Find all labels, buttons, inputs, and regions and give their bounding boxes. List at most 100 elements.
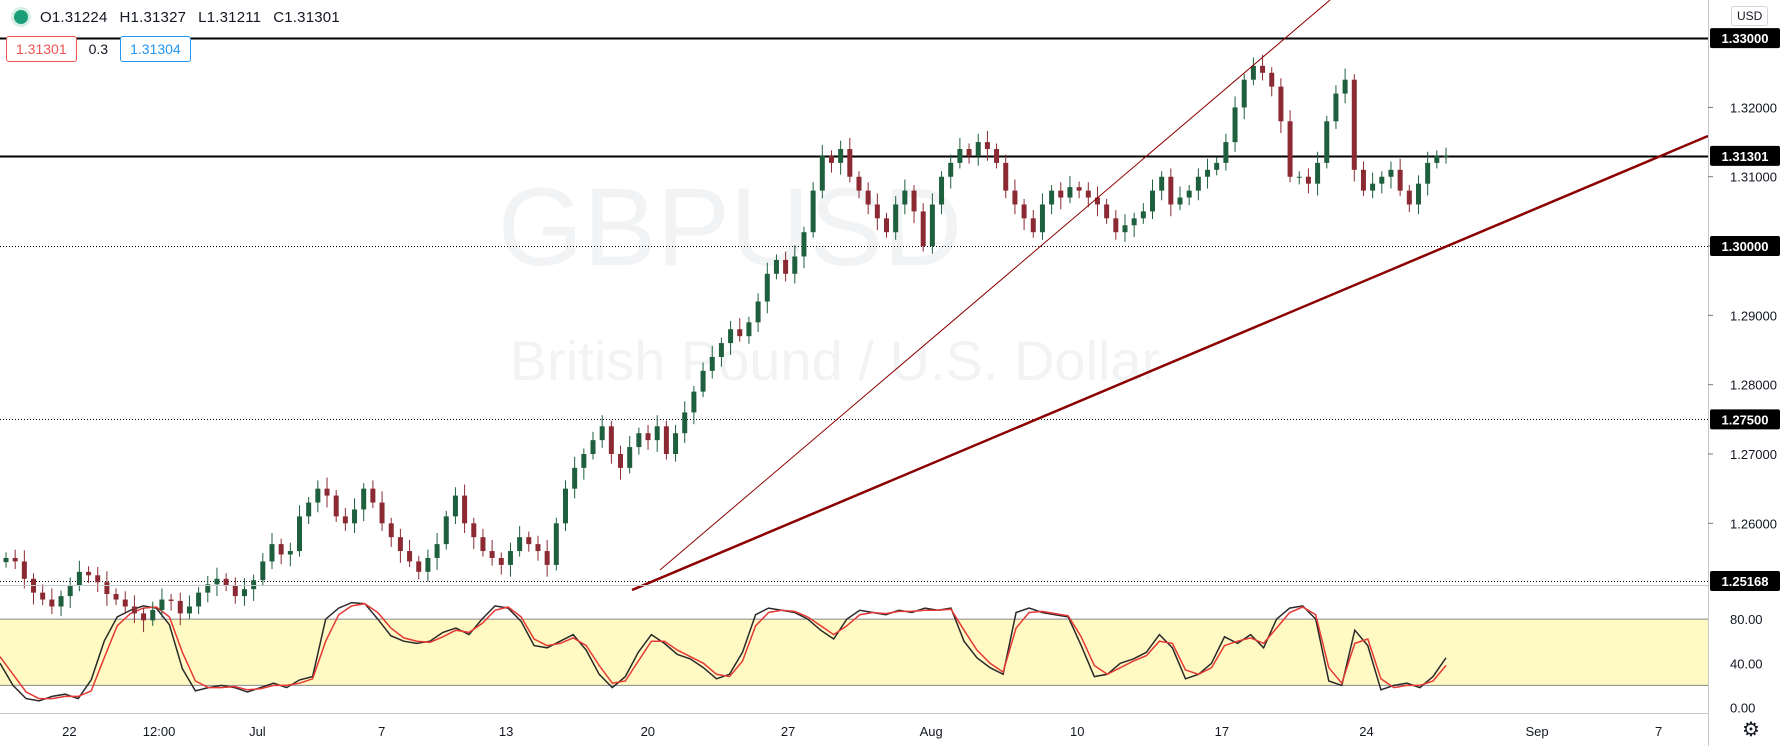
candle	[783, 259, 789, 274]
price-label: 1.31301	[1722, 149, 1769, 164]
candle	[297, 516, 303, 552]
candle	[260, 561, 266, 581]
oscillator-axis: 80.00 40.00 0.00	[1730, 612, 1763, 715]
candle	[1241, 79, 1247, 108]
candle	[856, 176, 862, 191]
candle	[819, 155, 825, 191]
candle	[379, 502, 385, 524]
candle	[388, 523, 394, 538]
candle	[627, 447, 633, 468]
candle	[1370, 183, 1376, 191]
candle	[755, 301, 761, 323]
candle	[654, 426, 660, 441]
candle	[1058, 190, 1064, 198]
green-dot-icon	[14, 10, 28, 24]
candle	[1315, 162, 1321, 184]
trend-line-steep[interactable]	[659, 0, 1331, 571]
candle	[1296, 176, 1302, 178]
candle	[1122, 225, 1128, 233]
candle	[287, 551, 293, 555]
time-tick-label: 24	[1359, 724, 1373, 739]
candle	[1159, 176, 1165, 191]
candle	[95, 575, 101, 583]
open-value: O1.31224	[40, 8, 108, 26]
candle	[948, 162, 954, 177]
candle	[737, 329, 743, 337]
candle	[1415, 183, 1421, 205]
candle	[1278, 86, 1284, 122]
buy-price-button[interactable]: 1.31304	[120, 36, 191, 62]
candle	[636, 433, 642, 448]
price-tick-label: 1.26000	[1730, 516, 1777, 531]
price-label-box	[1710, 570, 1780, 591]
candle	[186, 606, 192, 614]
time-axis[interactable]: 22 12:00 Jul 7 13 20 27 Aug 10 17 24 Sep 7	[62, 724, 1662, 739]
candle	[1131, 218, 1137, 226]
candle	[957, 149, 963, 163]
candle	[76, 571, 82, 586]
candle	[507, 551, 513, 565]
price-label-box	[1710, 236, 1780, 257]
candle	[810, 190, 816, 233]
time-tick-label: 7	[1655, 724, 1662, 739]
candle	[1333, 93, 1339, 122]
candle	[792, 256, 798, 274]
candle	[232, 585, 238, 597]
candle	[1067, 187, 1073, 198]
candle	[1195, 176, 1201, 191]
candle	[801, 232, 807, 257]
candle	[489, 551, 495, 558]
candle	[214, 578, 220, 585]
time-tick-label: Jul	[249, 724, 266, 739]
trend-lines[interactable]	[631, 0, 1709, 592]
currency-tag[interactable]: USD	[1731, 6, 1769, 26]
candle	[746, 322, 752, 337]
time-tick-label: 10	[1070, 724, 1084, 739]
candle	[1039, 204, 1045, 233]
candle	[58, 596, 64, 607]
spread-value: 0.3	[88, 41, 109, 57]
candle	[352, 509, 358, 524]
candle	[1342, 79, 1348, 94]
candle	[471, 523, 477, 538]
candle	[498, 557, 504, 565]
time-tick-label: 22	[62, 724, 76, 739]
candle	[21, 561, 27, 579]
candle	[1388, 169, 1394, 177]
sell-price-button[interactable]: 1.31301	[6, 36, 77, 62]
candle	[975, 142, 981, 156]
symbol-description-watermark: British Pound / U.S. Dollar	[510, 329, 1160, 392]
candle	[278, 544, 284, 555]
trade-buttons: 1.31301 0.3 1.31304	[6, 36, 191, 62]
candle	[526, 537, 532, 545]
legend-bar: O1.31224 H1.31327 L1.31211 C1.31301	[0, 0, 340, 34]
candle	[397, 537, 403, 552]
high-value: H1.31327	[119, 8, 187, 26]
candle	[1085, 190, 1091, 198]
candle	[709, 356, 715, 371]
candle	[1324, 121, 1330, 163]
low-value: L1.31211	[198, 8, 262, 26]
candle	[1177, 197, 1183, 205]
candle	[269, 544, 275, 562]
candle	[1021, 204, 1027, 219]
time-tick-label: Sep	[1526, 724, 1549, 739]
candle	[1049, 190, 1055, 205]
candle	[407, 551, 413, 562]
trend-line-support[interactable]	[631, 134, 1709, 592]
time-tick-label: 17	[1215, 724, 1229, 739]
candle	[517, 537, 523, 552]
candle	[434, 544, 440, 558]
candle	[443, 516, 449, 545]
candle	[618, 453, 624, 468]
oscillator-lines	[0, 601, 1447, 702]
price-tick-label: 1.32000	[1730, 100, 1777, 115]
gear-icon[interactable]: ⚙	[1742, 719, 1760, 741]
price-tick-label: 1.28000	[1730, 378, 1777, 393]
price-axis[interactable]: 1.26000 1.27000 1.28000 1.29000 1.30000 1.310…	[1708, 28, 1780, 591]
candle	[1113, 218, 1119, 233]
candle	[1351, 79, 1357, 170]
close-value: C1.31301	[273, 8, 340, 26]
candle	[416, 561, 422, 572]
